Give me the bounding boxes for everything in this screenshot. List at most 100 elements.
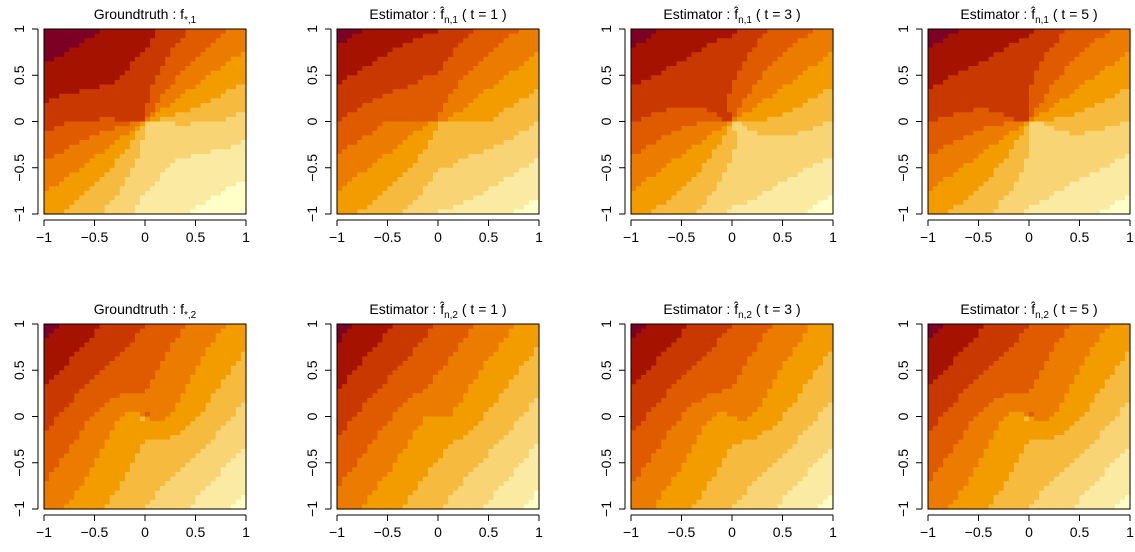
heatmap-cell [701,112,708,118]
heatmap-cell [64,177,70,183]
heatmap-cell [448,70,454,76]
heatmap-cell [631,121,637,127]
heatmap-cell [726,52,733,58]
heatmap-cell [651,186,657,192]
heatmap-cell [220,163,227,169]
heatmap-cell [155,135,161,141]
heatmap-cell [503,172,510,178]
heatmap-cell [124,144,131,150]
heatmap-cell [458,144,464,150]
heatmap-cell [205,61,212,67]
heatmap-cell [706,103,713,109]
heatmap-cell [742,112,748,118]
heatmap-cell [463,140,469,146]
heatmap-cell [631,200,637,206]
heatmap-cell [94,42,101,49]
heatmap-cell [372,75,378,81]
heatmap-cell [190,126,197,132]
heatmap-cell [822,98,829,104]
heatmap-cell [656,130,662,136]
heatmap-cell [372,66,378,72]
heatmap-cell [150,195,156,201]
heatmap-cell [747,116,753,123]
heatmap-cell [69,112,75,118]
heatmap-cell [656,181,662,187]
heatmap-cell [200,163,207,169]
heatmap-cell [747,93,753,99]
heatmap-cell [119,52,126,58]
heatmap-cell [59,130,65,136]
heatmap-cell [488,204,495,210]
heatmap-cell [195,42,202,49]
heatmap-cell [54,149,60,155]
heatmap-cell [382,61,389,67]
heatmap-cell [417,200,424,206]
heatmap-cell [453,149,459,155]
heatmap-cell [119,33,126,39]
heatmap-cell [676,167,683,173]
heatmap-cell [782,56,789,62]
heatmap-cell [195,204,202,210]
heatmap-cell [706,116,713,123]
heatmap-cell [64,186,70,192]
y-tick-label: 1 [598,25,614,33]
heatmap-cell [165,107,171,113]
heatmap-cell [139,158,146,164]
heatmap-cell [488,98,495,104]
heatmap-cell [752,103,758,109]
heatmap-cell [468,172,474,178]
heatmap-cell [676,33,683,39]
heatmap-cell [691,209,698,215]
heatmap-cell [701,121,708,127]
heatmap-cell [397,98,404,104]
y-tick-label: 0.5 [304,65,320,85]
heatmap-cell [701,153,708,160]
heatmap-cell [160,79,166,86]
heatmap-cell [240,200,247,206]
heatmap-cell [89,167,96,173]
heatmap-cell [185,149,192,155]
heatmap-cell [407,47,414,53]
heatmap-cell [235,93,242,99]
heatmap-cell [448,153,454,160]
heatmap-cell [84,144,91,150]
heatmap-cell [205,121,212,127]
heatmap-cell [503,204,510,210]
heatmap-cell [463,70,469,76]
heatmap-cell [711,79,718,86]
heatmap-cell [190,107,197,113]
heatmap-cell [646,135,652,141]
heatmap-cell [79,61,85,67]
heatmap-cell [417,38,424,44]
heatmap-cell [518,61,525,67]
heatmap-cell [696,56,703,62]
heatmap-cell [928,190,934,197]
heatmap-cell [762,195,768,201]
heatmap-cell [230,204,237,210]
heatmap-cell [220,70,227,76]
heatmap-cell [463,190,469,197]
heatmap-cell [443,153,449,160]
heatmap-cell [792,98,799,104]
heatmap-cell [701,163,708,169]
heatmap-cell [631,33,637,39]
heatmap-cell [357,204,363,210]
heatmap-cell [782,167,789,173]
heatmap-cell [129,126,136,132]
heatmap-cell [392,130,399,136]
heatmap-cell [195,75,202,81]
heatmap-cell [782,186,789,192]
heatmap-cell [94,116,101,123]
heatmap-cell [377,163,384,169]
heatmap-cell [438,47,444,53]
heatmap-cell [747,38,753,44]
heatmap-cell [807,149,814,155]
heatmap-cell [54,135,60,141]
heatmap-cell [134,47,141,53]
heatmap-cell [165,112,171,118]
heatmap-cell [817,75,824,81]
heatmap-cell [797,209,804,215]
heatmap-cell [432,52,439,58]
heatmap-cell [367,140,373,146]
heatmap-cell [802,33,809,39]
